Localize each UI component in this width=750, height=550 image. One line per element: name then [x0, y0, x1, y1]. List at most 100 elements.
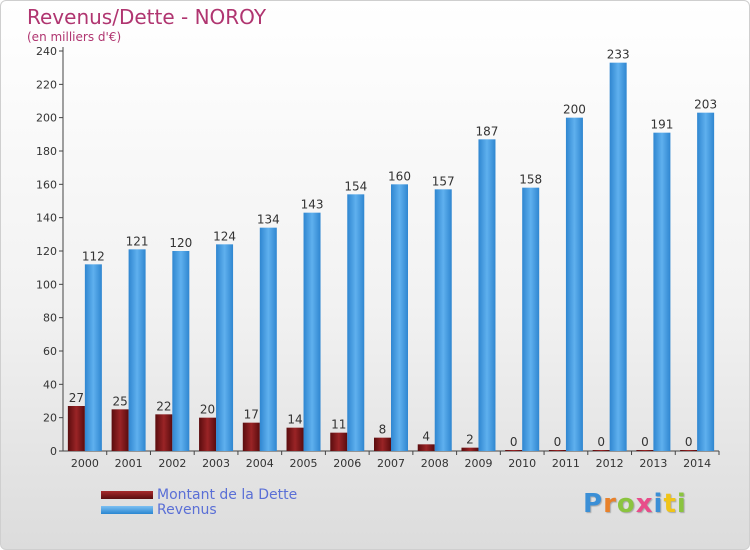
bar-revenus [347, 194, 365, 452]
data-label-dette: 20 [200, 403, 215, 417]
y-tick-label: 120 [36, 245, 57, 258]
bar-revenus [697, 112, 715, 452]
legend-item-revenus: Revenus [101, 502, 217, 518]
bar-dette [155, 414, 173, 451]
y-tick-label: 20 [43, 412, 57, 425]
bar-revenus [653, 132, 671, 451]
x-tick-label: 2008 [421, 457, 449, 470]
x-tick-label: 2012 [596, 457, 624, 470]
bar-dette [505, 450, 523, 451]
bar-revenus [172, 251, 190, 451]
bar-revenus [609, 62, 627, 452]
legend-label-revenus: Revenus [157, 502, 217, 518]
y-tick-label: 60 [43, 345, 57, 358]
x-tick-label: 2001 [115, 457, 143, 470]
bar-revenus [259, 227, 277, 451]
data-label-revenus: 157 [432, 174, 455, 188]
data-label-revenus: 203 [694, 98, 717, 112]
x-tick-label: 2003 [202, 457, 230, 470]
logo-letter: i [676, 489, 687, 519]
x-tick-label: 2000 [71, 457, 99, 470]
y-tick-label: 0 [50, 445, 57, 458]
data-label-dette: 0 [597, 435, 605, 449]
bar-dette [286, 427, 304, 451]
bar-revenus [478, 139, 496, 452]
legend-label-dette: Montant de la Dette [157, 487, 298, 503]
legend-swatch-revenus [101, 506, 153, 514]
bar-dette [199, 417, 217, 451]
data-label-dette: 2 [466, 433, 474, 447]
data-label-revenus: 233 [607, 48, 630, 62]
bar-dette [330, 432, 348, 451]
data-label-dette: 27 [69, 391, 84, 405]
bar-dette [67, 406, 85, 451]
bar-revenus [128, 249, 146, 451]
bar-revenus [565, 117, 583, 452]
bar-dette [548, 450, 566, 451]
chart-title: Revenus/Dette - NOROY [27, 5, 267, 29]
bar-dette [111, 409, 129, 451]
data-label-dette: 11 [331, 418, 346, 432]
x-tick-label: 2002 [158, 457, 186, 470]
data-label-revenus: 121 [126, 234, 149, 248]
data-label-revenus: 134 [257, 213, 280, 227]
proxiti-logo: Proxiti [583, 489, 687, 519]
data-label-dette: 25 [112, 394, 127, 408]
y-tick-label: 160 [36, 178, 57, 191]
data-label-dette: 4 [422, 429, 430, 443]
bar-dette [461, 447, 479, 451]
data-label-dette: 0 [554, 435, 562, 449]
bar-dette [592, 450, 610, 451]
bar-revenus [434, 189, 452, 452]
bar-revenus [391, 184, 408, 452]
data-label-dette: 17 [244, 408, 259, 422]
y-tick-label: 200 [36, 112, 57, 125]
data-label-revenus: 112 [82, 249, 105, 263]
data-label-revenus: 154 [344, 179, 367, 193]
logo-letter: r [603, 489, 617, 519]
data-label-dette: 22 [156, 399, 171, 413]
chart-subtitle: (en milliers d'€) [27, 30, 122, 44]
data-label-dette: 0 [641, 435, 649, 449]
bar-revenus [522, 187, 540, 451]
x-tick-label: 2007 [377, 457, 405, 470]
bar-revenus [216, 244, 234, 451]
bar-dette [636, 450, 654, 451]
data-label-dette: 0 [510, 435, 518, 449]
bar-revenus [84, 264, 102, 451]
x-tick-label: 2011 [552, 457, 580, 470]
y-tick-label: 80 [43, 312, 57, 325]
y-tick-label: 100 [36, 278, 57, 291]
x-tick-label: 2009 [464, 457, 492, 470]
bar-revenus [303, 212, 321, 451]
data-label-revenus: 124 [213, 229, 236, 243]
x-tick-label: 2006 [333, 457, 361, 470]
bar-dette [417, 444, 435, 451]
y-tick-label: 240 [36, 45, 57, 58]
data-label-revenus: 187 [476, 124, 499, 138]
logo-letter: P [583, 489, 604, 519]
data-label-revenus: 120 [169, 236, 192, 250]
data-label-revenus: 158 [519, 173, 542, 187]
data-label-revenus: 191 [650, 118, 673, 132]
x-tick-label: 2013 [639, 457, 667, 470]
logo-letter: x [635, 489, 654, 519]
x-tick-label: 2014 [683, 457, 711, 470]
data-label-revenus: 200 [563, 103, 586, 117]
bar-dette [680, 450, 698, 451]
legend-item-dette: Montant de la Dette [101, 487, 297, 503]
data-label-dette: 0 [685, 435, 693, 449]
y-tick-label: 180 [36, 145, 57, 158]
y-tick-label: 220 [36, 78, 57, 91]
x-tick-label: 2010 [508, 457, 536, 470]
x-tick-label: 2004 [246, 457, 274, 470]
y-tick-label: 40 [43, 378, 57, 391]
x-tick-label: 2005 [290, 457, 318, 470]
bar-dette [242, 422, 260, 451]
bar-dette [374, 437, 391, 451]
logo-letter: i [653, 489, 664, 519]
data-label-dette: 14 [287, 413, 302, 427]
legend-swatch-dette [101, 491, 153, 499]
data-label-dette: 8 [379, 423, 387, 437]
